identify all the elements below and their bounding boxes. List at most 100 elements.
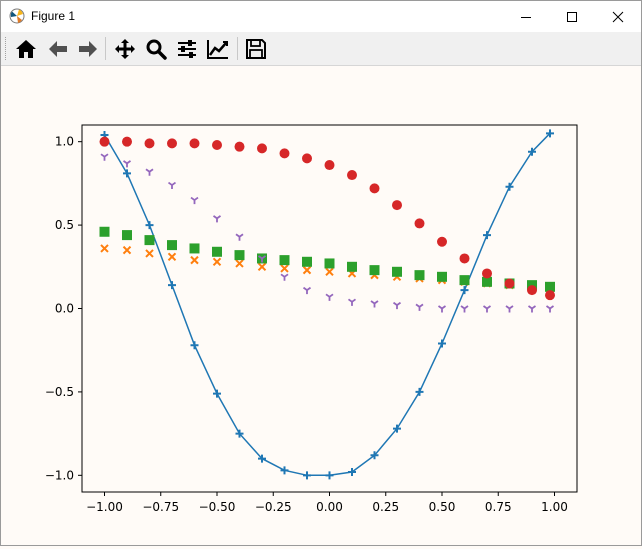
series-5-point [460,305,469,313]
matplotlib-app-icon [9,8,25,24]
series-1-point [483,231,491,240]
move-icon [115,39,135,59]
series-5-point [527,305,537,313]
series-3-point [324,258,335,269]
series-1-point [438,339,446,348]
toolbar-separator [105,37,106,60]
series-5-point [280,273,289,281]
series-4-point [302,153,312,164]
series-2-point [145,249,154,258]
series-2-point [235,259,244,268]
series-5-point [212,215,222,223]
series-4-point [459,253,470,264]
x-tick-label: 0.50 [429,500,456,514]
y-tick-label: −0.5 [45,385,74,399]
series-4-point [324,160,335,171]
y-tick-label: 0.0 [55,302,74,316]
minimize-button[interactable] [503,1,549,32]
axes-frame [81,124,578,493]
series-1-point [303,471,311,480]
series-2-point [325,267,334,277]
series-2-point [302,265,312,275]
series-1-point [546,129,554,138]
maximize-icon [567,11,577,22]
sliders-icon [178,40,196,58]
series-4-point [414,218,425,229]
save-button[interactable] [243,36,269,62]
minimize-icon [521,16,531,18]
series-3-point [212,246,222,257]
back-button[interactable] [45,36,71,62]
series-5-point [235,233,244,241]
series-1-point [258,454,266,463]
series-5-point [257,255,267,263]
series-3-point [527,280,537,291]
series-5-point [100,153,109,161]
floppy-disk-icon [246,39,266,59]
series-1-point [235,429,244,438]
arrow-left-icon [49,41,67,57]
series-4-point [189,138,200,149]
pan-button[interactable] [112,36,138,62]
series-5-point [545,305,555,313]
home-button[interactable] [13,36,39,62]
series-5-point [482,305,492,313]
series-1-point [505,182,514,191]
series-4-point [144,138,155,149]
series-4-point [504,278,515,289]
series-2-point [190,255,199,265]
customize-button[interactable] [205,36,231,62]
y-tick-label: 0.5 [55,218,74,232]
series-4-point [527,285,537,296]
series-4-point [234,141,245,152]
close-button[interactable] [595,1,641,32]
series-1-point [123,169,131,178]
navigation-toolbar [1,32,641,66]
x-tick-label: −0.50 [199,500,236,514]
series-3-point [99,226,110,237]
series-1-point [145,221,154,230]
series-3-point [414,270,425,281]
series-5-point [370,300,379,308]
toolbar-grip[interactable] [5,37,9,60]
series-2-point [122,245,132,255]
subplots-button[interactable] [174,36,200,62]
series-1-point [280,466,289,475]
forward-button[interactable] [75,36,101,62]
series-4-point [347,170,357,181]
maximize-button[interactable] [549,1,595,32]
series-1-point [213,389,221,398]
series-1-point [370,451,379,460]
series-3-point [122,230,132,241]
series-3-point [279,255,290,266]
series-1-point [393,424,401,433]
series-3-point [437,271,447,282]
series-4-point [257,143,267,154]
series-2-point [212,257,222,266]
series-4-point [545,290,555,301]
figure-canvas[interactable]: −1.00 −0.75 −0.50 −0.25 0.00 0.25 0.50 0.75 1.00… [1,65,641,545]
series-4-point [99,136,110,147]
series-3-point [167,240,177,251]
series-3-point [392,266,402,277]
series-1-point [168,281,176,290]
series-5-point [190,196,199,205]
series-1-point [190,341,199,350]
series-5-point [437,305,447,313]
window-title: Figure 1 [31,9,76,23]
x-tick-label: 1.00 [541,500,568,514]
series-2-point [257,262,267,272]
series-4-point [212,140,222,151]
series-3-point [347,261,357,272]
x-tick-label: −0.75 [142,500,179,514]
title-bar[interactable]: Figure 1 [1,1,641,32]
x-tick-label: 0.00 [316,500,343,514]
x-tick-label: −1.00 [86,500,123,514]
zoom-button[interactable] [143,36,169,62]
home-icon [16,40,36,58]
line-chart[interactable]: −1.00 −0.75 −0.50 −0.25 0.00 0.25 0.50 0.75 1.00… [1,65,641,545]
y-tick-label: 1.0 [55,135,74,149]
arrow-right-icon [79,41,97,57]
series-3-point [144,235,155,246]
series-4-point [167,138,177,149]
